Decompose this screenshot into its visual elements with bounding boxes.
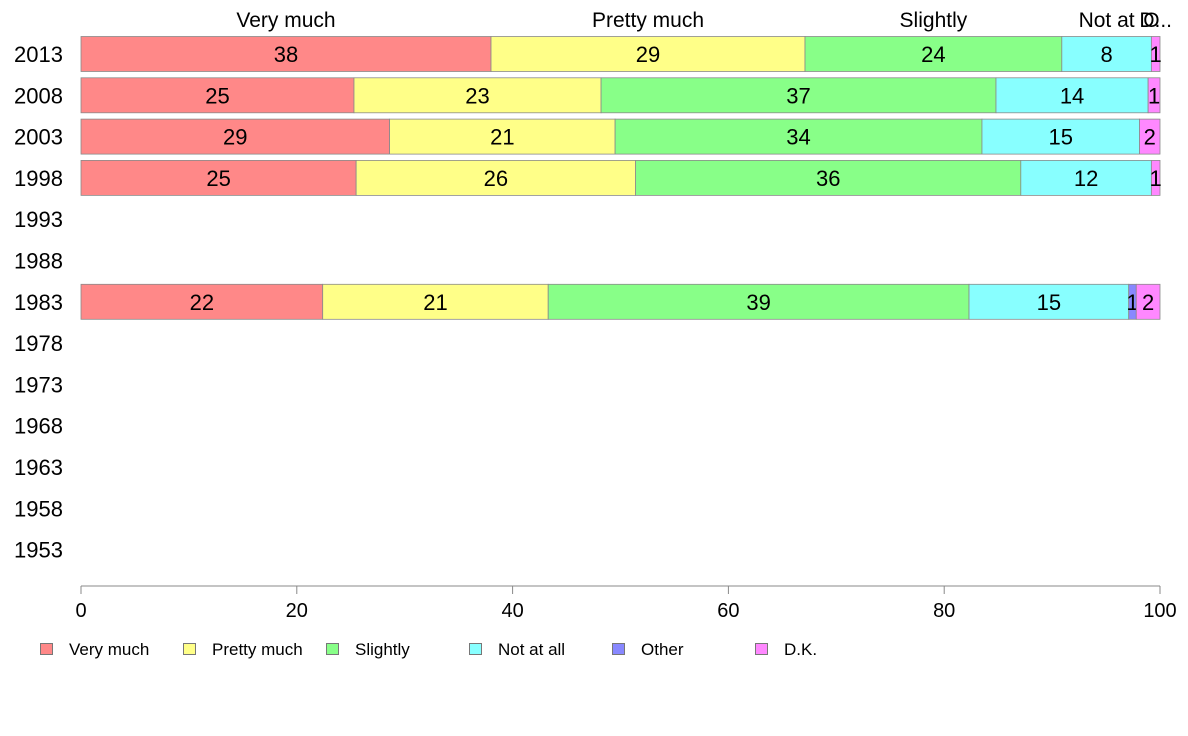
data-label: 15 — [1048, 125, 1072, 150]
legend-swatch — [755, 643, 768, 655]
legend-label: Other — [641, 640, 684, 659]
data-label: 2 — [1144, 125, 1156, 150]
data-label: 29 — [636, 42, 660, 67]
category-label: 1973 — [14, 372, 63, 397]
bar-segment — [981, 118, 1140, 155]
legend-swatch — [612, 643, 625, 655]
bar-segment — [614, 118, 983, 155]
category-label: 1988 — [14, 249, 63, 274]
data-label: 37 — [786, 83, 810, 108]
legend-swatch — [40, 643, 53, 655]
bar-segment — [1147, 77, 1161, 114]
data-label: 26 — [484, 166, 508, 191]
top-series-label: Very much — [236, 9, 335, 32]
legend-swatch — [326, 643, 339, 655]
x-tick-label: 80 — [933, 600, 955, 622]
data-label: 1 — [1126, 290, 1138, 315]
legend-label: Pretty much — [212, 640, 303, 659]
chart-legend: Very much Pretty much Slightly Not at all Ot… — [40, 640, 940, 660]
bar-segment — [1150, 36, 1161, 72]
category-label: 1993 — [14, 207, 63, 232]
data-label: 1 — [1150, 42, 1162, 67]
data-label: 15 — [1037, 290, 1061, 315]
data-label: 12 — [1074, 166, 1098, 191]
bar-segment — [80, 118, 390, 155]
x-tick-label: 100 — [1143, 600, 1176, 622]
bar-segment — [353, 77, 602, 114]
bar-segment — [995, 77, 1149, 114]
data-label: 34 — [786, 125, 810, 150]
data-label: 24 — [921, 42, 945, 67]
category-label: 2013 — [14, 42, 63, 67]
bar-segment — [547, 283, 970, 320]
data-label: 23 — [465, 83, 489, 108]
bar-segment — [490, 36, 806, 72]
bar-segment — [80, 159, 357, 196]
legend-label: Very much — [69, 640, 150, 659]
data-label: 1 — [1150, 166, 1162, 191]
legend-label: D.K. — [784, 640, 818, 659]
data-label: 25 — [206, 166, 230, 191]
category-label: 2008 — [14, 83, 63, 108]
data-label: 39 — [746, 290, 770, 315]
category-label: 1968 — [14, 414, 63, 439]
bar-segment — [322, 283, 549, 320]
top-series-label: O — [1143, 9, 1159, 32]
top-series-label: Pretty much — [592, 9, 704, 32]
data-label: 21 — [423, 290, 447, 315]
data-label: 2 — [1142, 290, 1154, 315]
x-tick-label: 40 — [501, 600, 523, 622]
bar-segment — [355, 159, 637, 196]
data-label: 14 — [1060, 83, 1084, 108]
top-series-label: Slightly — [900, 9, 968, 32]
data-label: 29 — [223, 125, 247, 150]
bar-segment — [968, 283, 1130, 320]
data-label: 8 — [1100, 42, 1112, 67]
legend-label: Slightly — [355, 640, 410, 659]
bar-segment — [1061, 36, 1152, 72]
legend-label: Not at all — [498, 640, 566, 659]
top-series-label: Not at — [1079, 9, 1135, 32]
legend-swatch — [183, 643, 196, 655]
bar-segment — [804, 36, 1063, 72]
x-tick-label: 60 — [717, 600, 739, 622]
category-label: 1963 — [14, 455, 63, 480]
bar-segment — [80, 77, 355, 114]
category-label: 1998 — [14, 166, 63, 191]
data-label: 25 — [205, 83, 229, 108]
top-series-label: D... — [1139, 9, 1172, 32]
category-label: 1983 — [14, 290, 63, 315]
data-label: 38 — [274, 42, 298, 67]
category-label: 1978 — [14, 331, 63, 356]
bar-segment — [600, 77, 997, 114]
bar-segment — [1135, 283, 1161, 320]
data-label: 22 — [190, 290, 214, 315]
legend-swatch — [469, 643, 482, 655]
category-label: 1953 — [14, 538, 63, 563]
data-label: 1 — [1148, 83, 1160, 108]
data-label: 21 — [490, 125, 514, 150]
data-label: 36 — [816, 166, 840, 191]
category-label: 2003 — [14, 125, 63, 150]
bar-segment — [1150, 159, 1161, 196]
category-label: 1958 — [14, 496, 63, 521]
bar-segment — [80, 36, 492, 72]
bar-segment — [1020, 159, 1152, 196]
bar-segment — [1139, 118, 1161, 155]
bar-segment — [80, 283, 324, 320]
x-tick-label: 0 — [75, 600, 86, 622]
bar-segment — [635, 159, 1022, 196]
x-tick-label: 20 — [286, 600, 308, 622]
